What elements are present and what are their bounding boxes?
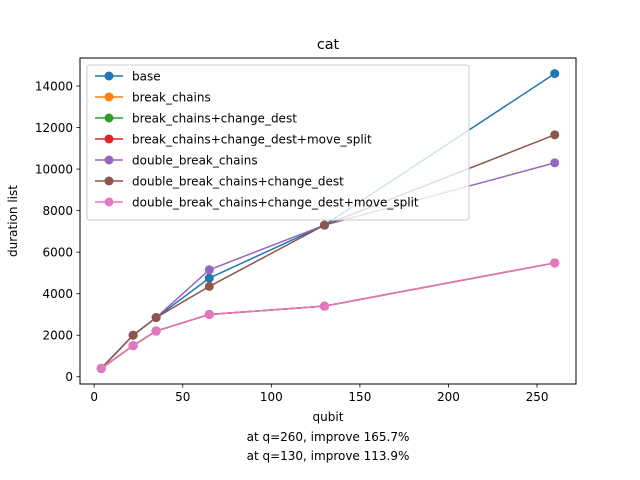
data-point — [550, 158, 560, 168]
annotation-q130: at q=130, improve 113.9% — [247, 449, 410, 463]
data-point — [204, 273, 214, 283]
legend-marker — [104, 92, 114, 102]
x-tick-label: 50 — [175, 390, 190, 404]
x-axis-label: qubit — [313, 410, 344, 424]
legend-item-break-chains-change-dest: break_chains+change_dest — [95, 111, 297, 125]
legend-label: double_break_chains+change_dest — [132, 174, 344, 188]
data-point — [550, 258, 560, 268]
series-line — [100, 262, 555, 370]
data-point — [96, 363, 106, 373]
data-point — [204, 265, 214, 275]
series-double-break-chains-change-dest-move-split — [96, 258, 560, 373]
y-tick-label: 12000 — [35, 121, 73, 135]
legend-marker — [104, 176, 114, 186]
legend-box — [86, 64, 470, 221]
annotation-q260: at q=260, improve 165.7% — [247, 430, 410, 444]
legend-item-double-break-chains: double_break_chains — [95, 153, 258, 167]
x-tick-label: 250 — [526, 390, 549, 404]
legend-label: base — [132, 69, 161, 83]
chart-title: cat — [317, 37, 340, 53]
plot-frame — [79, 57, 577, 385]
data-point — [151, 326, 161, 336]
legend-item-double-break-chains-change-dest-move-split: double_break_chains+change_dest+move_spl… — [95, 195, 419, 209]
plot-layer — [96, 69, 560, 373]
data-point — [319, 301, 329, 311]
y-axis-label: duration list — [6, 185, 20, 257]
data-point — [550, 130, 560, 140]
x-tick-label: 150 — [348, 390, 371, 404]
legend-label: break_chains+change_dest — [132, 111, 297, 125]
legend-marker — [104, 71, 114, 81]
x-tick-label: 200 — [437, 390, 460, 404]
y-tick-label: 2000 — [42, 329, 73, 343]
y-tick-label: 8000 — [42, 204, 73, 218]
y-tick-label: 6000 — [42, 245, 73, 259]
y-tick-label: 14000 — [35, 79, 73, 93]
data-point — [204, 309, 214, 319]
y-axis: 0 2000 4000 6000 8000 10000 12000 14000 — [35, 79, 80, 384]
x-tick-label: 100 — [260, 390, 283, 404]
data-point — [128, 341, 138, 351]
legend-marker — [104, 197, 114, 207]
data-point — [204, 281, 214, 291]
data-point — [319, 220, 329, 230]
data-point — [550, 69, 560, 79]
y-tick-label: 10000 — [35, 162, 73, 176]
data-point — [128, 330, 138, 340]
legend-item-break-chains-change-dest-move-split: break_chains+change_dest+move_split — [95, 132, 372, 146]
legend-marker — [104, 155, 114, 165]
legend-marker — [104, 113, 114, 123]
x-tick-label: 0 — [90, 390, 98, 404]
legend-label: double_break_chains+change_dest+move_spl… — [132, 195, 419, 209]
legend-label: break_chains+change_dest+move_split — [132, 132, 372, 146]
legend-label: break_chains — [132, 90, 211, 104]
legend-item-double-break-chains-change-dest: double_break_chains+change_dest — [95, 174, 344, 188]
legend: base break_chains break_chains+change_dest… — [86, 64, 470, 221]
legend-item-base: base — [95, 69, 161, 83]
legend-marker — [104, 134, 114, 144]
data-point — [151, 313, 161, 323]
legend-label: double_break_chains — [132, 153, 258, 167]
legend-item-break-chains: break_chains — [95, 90, 211, 104]
y-tick-label: 0 — [65, 370, 73, 384]
y-tick-label: 4000 — [42, 287, 73, 301]
x-axis: 0 50 100 150 200 250 — [90, 384, 548, 404]
